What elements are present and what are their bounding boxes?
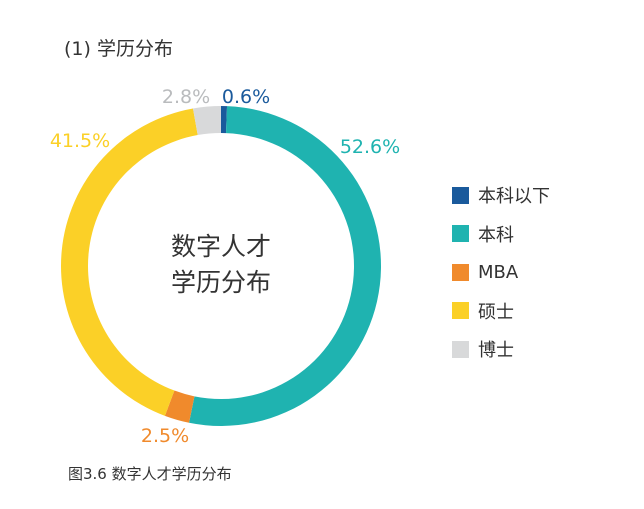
donut-slice-5 xyxy=(192,106,221,136)
slice-label-5: 2.8% xyxy=(162,86,210,108)
center-title-line-2: 学历分布 xyxy=(171,268,271,297)
legend-label: 本科 xyxy=(478,224,514,246)
legend-item: 博士 xyxy=(452,330,550,369)
legend-item: 本科以下 xyxy=(452,176,550,215)
legend-item: MBA xyxy=(452,253,550,292)
legend-swatch xyxy=(452,340,469,358)
donut-slice-1 xyxy=(221,106,228,134)
legend-label: 硕士 xyxy=(478,301,514,323)
slice-label-2: 52.6% xyxy=(340,136,400,158)
donut-slice-2 xyxy=(189,106,382,427)
section-title: (1) 学历分布 xyxy=(64,38,173,60)
slice-label-4: 41.5% xyxy=(50,130,110,152)
donut-labels: 0.6% 52.6% 2.5% 41.5% 2.8% xyxy=(50,86,400,447)
legend: 本科以下 本科 MBA 硕士 博士 xyxy=(452,176,550,369)
legend-swatch xyxy=(452,186,469,204)
legend-item: 硕士 xyxy=(452,292,550,331)
figure-caption: 图3.6 数字人才学历分布 xyxy=(68,465,232,483)
center-title-line-1: 数字人才 xyxy=(171,232,271,261)
donut-slices xyxy=(60,106,382,427)
donut-slice-4 xyxy=(60,108,198,416)
legend-label: 博士 xyxy=(478,340,514,362)
donut-slice-3 xyxy=(164,390,195,423)
legend-swatch xyxy=(452,225,469,243)
legend-label: MBA xyxy=(478,261,519,283)
legend-item: 本科 xyxy=(452,215,550,254)
legend-label: 本科以下 xyxy=(478,186,550,208)
slice-label-3: 2.5% xyxy=(141,425,189,447)
legend-swatch xyxy=(452,302,469,320)
legend-swatch xyxy=(452,263,469,281)
slice-label-1: 0.6% xyxy=(222,86,270,108)
